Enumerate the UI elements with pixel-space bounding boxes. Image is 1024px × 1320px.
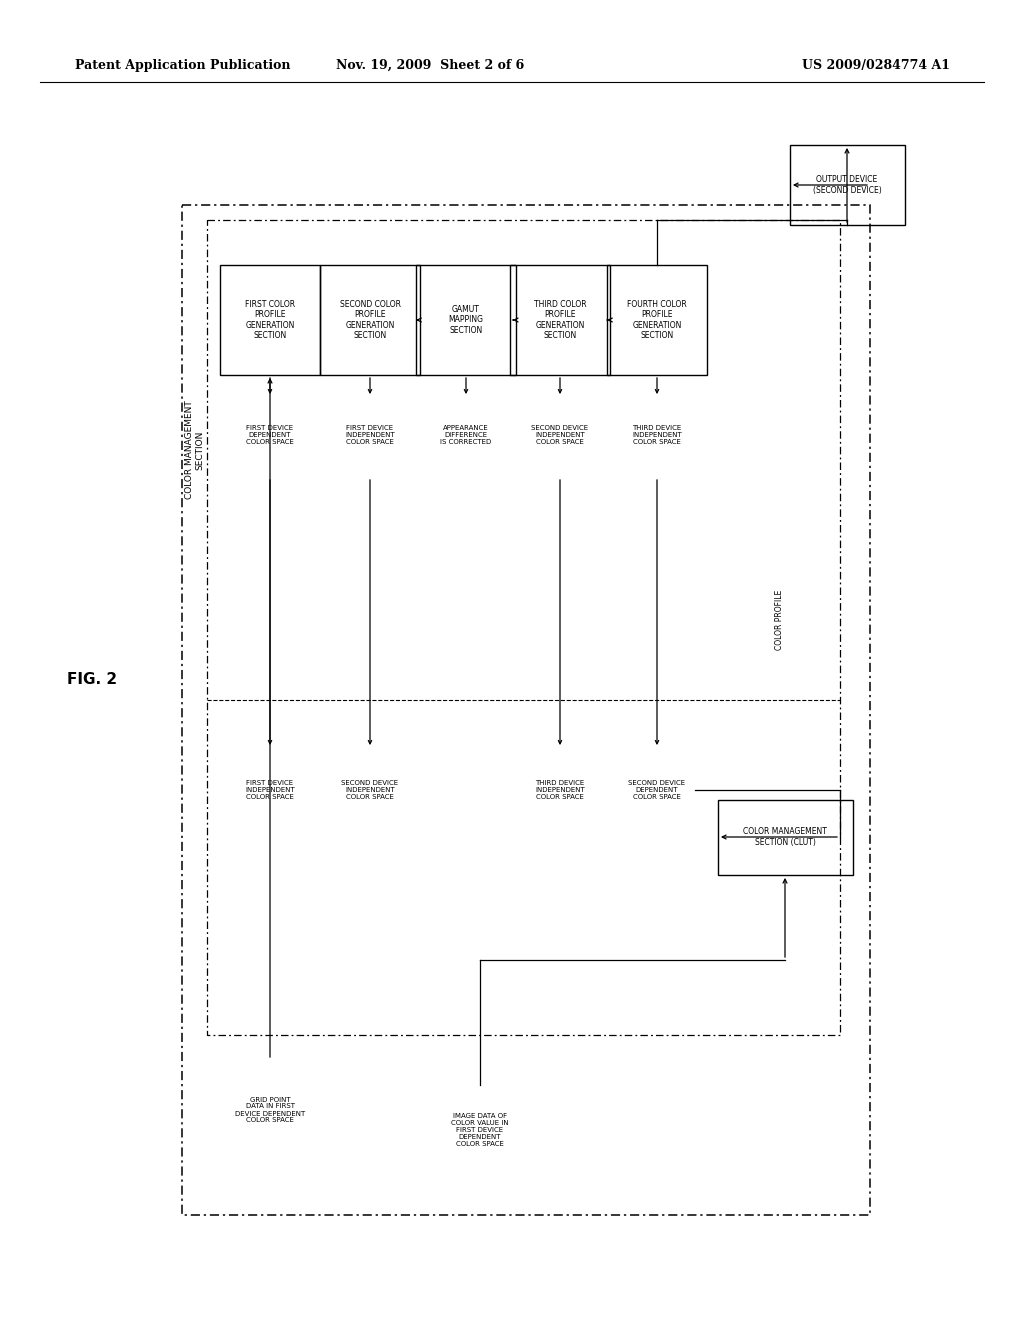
Text: FIRST COLOR
PROFILE
GENERATION
SECTION: FIRST COLOR PROFILE GENERATION SECTION	[245, 300, 295, 341]
Bar	[220, 265, 319, 375]
Text: IMAGE DATA OF
COLOR VALUE IN
FIRST DEVICE
DEPENDENT
COLOR SPACE: IMAGE DATA OF COLOR VALUE IN FIRST DEVIC…	[452, 1113, 509, 1147]
Text: THIRD DEVICE
INDEPENDENT
COLOR SPACE: THIRD DEVICE INDEPENDENT COLOR SPACE	[632, 425, 682, 445]
Text: FIRST DEVICE
INDEPENDENT
COLOR SPACE: FIRST DEVICE INDEPENDENT COLOR SPACE	[345, 425, 395, 445]
Bar	[319, 265, 420, 375]
Text: APPEARANCE
DIFFERENCE
IS CORRECTED: APPEARANCE DIFFERENCE IS CORRECTED	[440, 425, 492, 445]
Text: GRID POINT
DATA IN FIRST
DEVICE DEPENDENT
COLOR SPACE: GRID POINT DATA IN FIRST DEVICE DEPENDEN…	[234, 1097, 305, 1123]
Text: Patent Application Publication: Patent Application Publication	[75, 58, 291, 71]
Text: SECOND DEVICE
DEPENDENT
COLOR SPACE: SECOND DEVICE DEPENDENT COLOR SPACE	[629, 780, 685, 800]
Text: COLOR MANAGEMENT
SECTION (CLUT): COLOR MANAGEMENT SECTION (CLUT)	[743, 828, 827, 846]
Bar	[790, 145, 905, 224]
Bar	[718, 800, 853, 875]
Text: COLOR MANAGEMENT
SECTION: COLOR MANAGEMENT SECTION	[185, 401, 205, 499]
Bar	[182, 205, 870, 1214]
Bar	[607, 265, 707, 375]
Text: FIRST DEVICE
DEPENDENT
COLOR SPACE: FIRST DEVICE DEPENDENT COLOR SPACE	[246, 425, 294, 445]
Text: SECOND DEVICE
INDEPENDENT
COLOR SPACE: SECOND DEVICE INDEPENDENT COLOR SPACE	[341, 780, 398, 800]
Text: GAMUT
MAPPING
SECTION: GAMUT MAPPING SECTION	[449, 305, 483, 335]
Text: SECOND COLOR
PROFILE
GENERATION
SECTION: SECOND COLOR PROFILE GENERATION SECTION	[340, 300, 400, 341]
Text: FIRST DEVICE
INDEPENDENT
COLOR SPACE: FIRST DEVICE INDEPENDENT COLOR SPACE	[245, 780, 295, 800]
Text: SECOND DEVICE
INDEPENDENT
COLOR SPACE: SECOND DEVICE INDEPENDENT COLOR SPACE	[531, 425, 589, 445]
Text: OUTPUT DEVICE
(SECOND DEVICE): OUTPUT DEVICE (SECOND DEVICE)	[813, 176, 882, 195]
Text: FOURTH COLOR
PROFILE
GENERATION
SECTION: FOURTH COLOR PROFILE GENERATION SECTION	[627, 300, 687, 341]
Bar	[510, 265, 610, 375]
Bar	[207, 220, 840, 1035]
Bar	[416, 265, 516, 375]
Text: THIRD COLOR
PROFILE
GENERATION
SECTION: THIRD COLOR PROFILE GENERATION SECTION	[534, 300, 587, 341]
Text: US 2009/0284774 A1: US 2009/0284774 A1	[802, 58, 950, 71]
Text: FIG. 2: FIG. 2	[67, 672, 117, 688]
Text: Nov. 19, 2009  Sheet 2 of 6: Nov. 19, 2009 Sheet 2 of 6	[336, 58, 524, 71]
Text: COLOR PROFILE: COLOR PROFILE	[775, 590, 784, 651]
Text: THIRD DEVICE
INDEPENDENT
COLOR SPACE: THIRD DEVICE INDEPENDENT COLOR SPACE	[536, 780, 585, 800]
